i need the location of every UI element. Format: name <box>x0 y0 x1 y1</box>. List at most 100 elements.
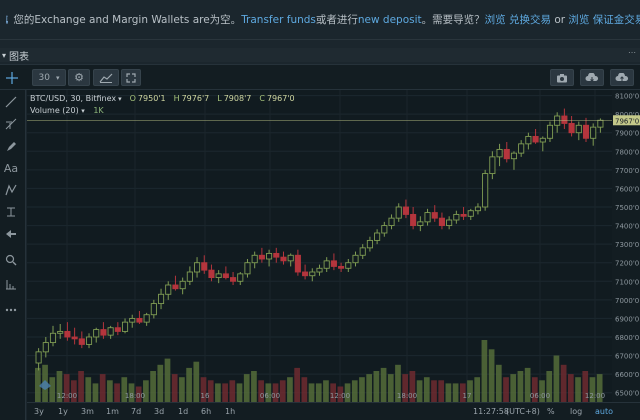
range-3y[interactable]: 3y <box>34 407 44 416</box>
volume-bar <box>315 383 322 402</box>
candle-body <box>143 314 150 323</box>
price-tick-label: 7400'0 <box>615 223 639 231</box>
range-1y[interactable]: 1y <box>58 407 68 416</box>
log-toggle[interactable]: log <box>570 407 583 416</box>
price-tick-label: 7800'0 <box>615 148 639 156</box>
range-6h[interactable]: 6h <box>201 407 212 416</box>
measure-icon[interactable] <box>3 204 19 220</box>
notice-text-1: 您的Exchange and Margin Wallets are为空。 <box>13 14 242 26</box>
price-tick-label: 6900'0 <box>615 315 639 323</box>
volume-label[interactable]: Volume (20) <box>30 106 79 115</box>
volume-bar <box>121 377 128 402</box>
load-chart-button[interactable] <box>580 69 604 86</box>
chevron-down-icon: ▾ <box>55 73 60 82</box>
candle-body <box>165 284 172 295</box>
auto-toggle[interactable]: auto <box>595 407 614 416</box>
candle-body <box>590 126 597 139</box>
volume-value: 1K <box>93 106 104 115</box>
open-value: 7950'1 <box>137 94 166 103</box>
price-tick-label: 7100'0 <box>615 278 639 286</box>
panel-title: 图表 <box>9 51 30 63</box>
transfer-funds-link[interactable]: Transfer funds <box>241 13 316 26</box>
volume-bar <box>179 377 185 402</box>
panel-more-icon[interactable]: ⋯ <box>628 48 636 57</box>
pattern-icon[interactable] <box>3 182 19 198</box>
candle-body <box>287 254 294 262</box>
candle-body <box>93 329 100 338</box>
volume-bar <box>524 367 531 402</box>
zoom-icon[interactable] <box>3 252 19 268</box>
price-axis <box>612 90 640 402</box>
price-tick-label: 6700'0 <box>615 353 639 361</box>
chevron-down-icon[interactable]: ▾ <box>118 94 122 103</box>
candle-body <box>582 124 590 139</box>
percent-toggle[interactable]: % <box>547 407 555 416</box>
arrow-icon[interactable] <box>3 226 19 242</box>
candle-body <box>338 265 345 269</box>
drawing-toolbar: Aa <box>0 90 26 420</box>
volume-bar <box>575 377 581 402</box>
interval-select[interactable]: 30 ▾ <box>32 69 66 86</box>
chevron-down-icon[interactable]: ▾ <box>81 107 85 115</box>
range-3m[interactable]: 3m <box>81 407 94 416</box>
candlestick-chart[interactable]: 8100'0 8000'0 7900'0 7800'0 7700'0 7600'0 7500… <box>27 90 640 402</box>
settings-button[interactable]: ⚙ <box>68 69 90 86</box>
crosshair-icon[interactable] <box>4 70 20 86</box>
volume-bar <box>416 380 423 402</box>
timezone[interactable]: (UTC+8) <box>506 407 540 416</box>
range-1h[interactable]: 1h <box>225 407 236 416</box>
more-icon[interactable] <box>3 302 19 318</box>
time-tick-label: 16 <box>201 392 210 400</box>
volume-bar <box>481 340 488 402</box>
volume-bar <box>351 380 358 402</box>
range-7d[interactable]: 7d <box>131 407 142 416</box>
margin-tour-link[interactable]: 浏览 保证金交易 <box>568 14 640 26</box>
range-1m[interactable]: 1m <box>106 407 119 416</box>
volume-bar <box>287 377 293 402</box>
close-value: 7967'0 <box>266 94 295 103</box>
candle-body <box>172 284 179 290</box>
range-1d[interactable]: 1d <box>178 407 189 416</box>
candle-body <box>539 137 546 143</box>
text-icon[interactable]: Aa <box>3 161 19 175</box>
candle-body <box>374 232 381 241</box>
candle-body <box>554 115 561 126</box>
collapse-caret-icon[interactable]: ▾ <box>2 50 7 60</box>
volume-legend: Volume (20) ▾ 1K <box>30 106 104 115</box>
candle-body <box>64 330 71 338</box>
trend-line-icon[interactable] <box>3 94 19 110</box>
volume-bar <box>445 383 452 402</box>
volume-bar <box>99 374 106 402</box>
volume-bar <box>423 377 430 402</box>
fib-icon[interactable] <box>3 116 19 132</box>
brush-icon[interactable] <box>3 138 19 154</box>
indicators-button[interactable] <box>93 69 119 86</box>
high-value: 7976'7 <box>181 94 210 103</box>
volume-bar <box>546 371 553 402</box>
chart-toolbar: 30 ▾ ⚙ <box>0 64 640 90</box>
ruler-icon[interactable] <box>3 276 19 292</box>
new-deposit-link[interactable]: new deposit <box>357 13 422 26</box>
volume-bar <box>236 383 243 402</box>
candle-body <box>402 206 409 215</box>
fullscreen-button[interactable] <box>121 69 141 86</box>
candle-body <box>121 321 129 332</box>
symbol-label[interactable]: BTC/USD, 30, Bitfinex <box>30 94 117 103</box>
save-chart-button[interactable] <box>610 69 634 86</box>
price-tick-label: 7300'0 <box>615 241 639 249</box>
candle-body <box>85 336 93 345</box>
volume-bar <box>596 374 603 402</box>
exchange-tour-link[interactable]: 浏览 兑换交易 <box>484 14 551 26</box>
candle-body <box>532 135 539 143</box>
candle-body <box>395 206 402 219</box>
price-tick-label: 7900'0 <box>615 130 639 138</box>
screenshot-button[interactable] <box>550 69 574 86</box>
candle-body <box>230 277 237 282</box>
volume-bar <box>200 377 207 402</box>
volume-bar <box>114 383 120 402</box>
price-chart[interactable]: 8100'0 8000'0 7900'0 7800'0 7700'0 7600'0 7500… <box>27 90 640 420</box>
interval-value: 30 <box>38 72 50 83</box>
candle-body <box>194 262 201 273</box>
chart-panel-header[interactable]: ▾ 图表 ⋯ <box>0 48 640 63</box>
range-3d[interactable]: 3d <box>154 407 165 416</box>
